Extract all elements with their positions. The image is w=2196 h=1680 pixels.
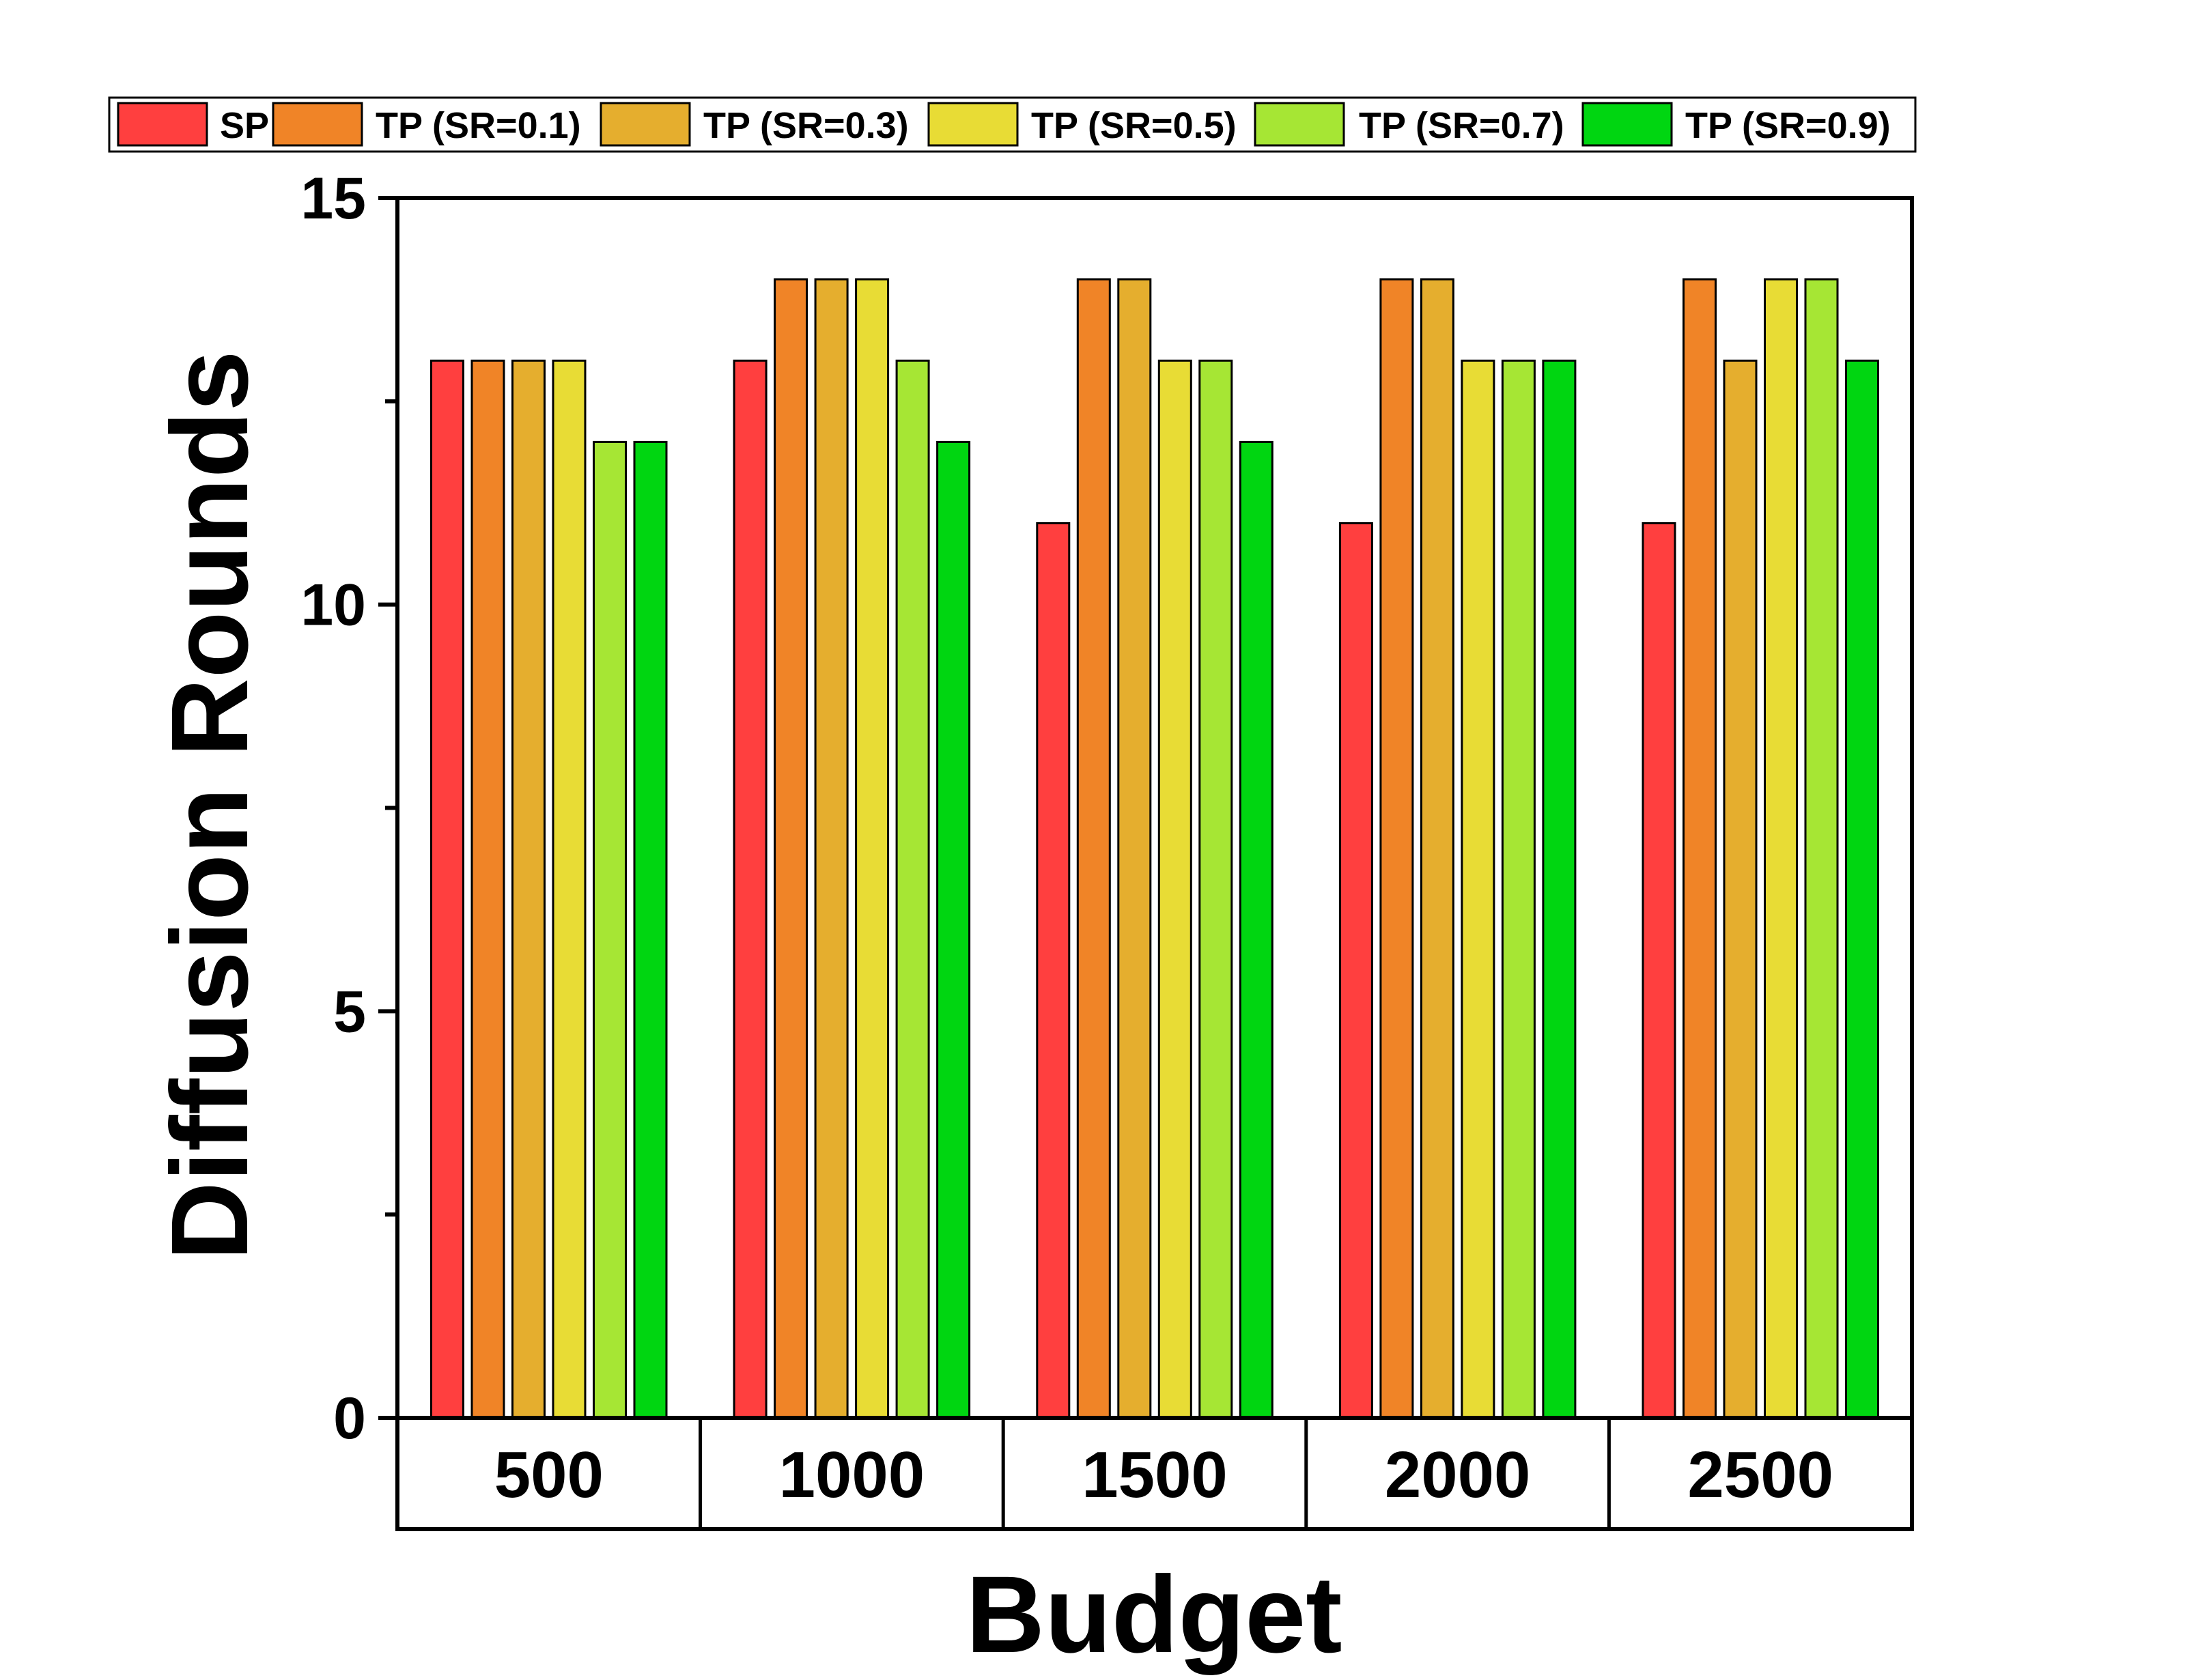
x-axis: 500 1000 1500 2000 2500 — [395, 1416, 1914, 1531]
plot-area — [395, 196, 1914, 1420]
bar-500-series-3 — [552, 359, 587, 1419]
legend-label: TP (SR=0.7) — [1359, 105, 1564, 146]
legend-swatch — [1254, 102, 1345, 147]
bar-1000-series-0 — [733, 359, 768, 1419]
legend-label: TP (SR=0.9) — [1685, 105, 1891, 146]
bar-2500-series-2 — [1723, 359, 1758, 1419]
bar-1500-series-4 — [1198, 359, 1233, 1419]
legend-label: TP (SR=0.5) — [1031, 105, 1237, 146]
bar-1000-series-1 — [774, 278, 808, 1419]
bar-2500-series-4 — [1804, 278, 1839, 1419]
legend-label: TP (SR=0.3) — [703, 105, 909, 146]
bar-500-series-5 — [633, 440, 668, 1419]
bar-2000-series-0 — [1338, 522, 1373, 1419]
bar-2500-series-3 — [1764, 278, 1798, 1419]
bar-1500-series-0 — [1036, 522, 1071, 1419]
x-category-label: 500 — [494, 1438, 604, 1511]
x-category-label: 2000 — [1385, 1438, 1531, 1511]
bar-1500-series-2 — [1117, 278, 1152, 1419]
legend-swatch — [1581, 102, 1673, 147]
bar-2000-series-3 — [1461, 359, 1495, 1419]
y-tick-label: 5 — [333, 979, 366, 1044]
legend-swatch — [117, 102, 208, 147]
bar-2500-series-5 — [1845, 359, 1879, 1419]
bar-2000-series-1 — [1379, 278, 1414, 1419]
legend-swatch — [600, 102, 691, 147]
bar-2000-series-2 — [1420, 278, 1454, 1419]
x-category-label: 1000 — [779, 1438, 925, 1511]
y-tick-label: 10 — [300, 573, 366, 638]
legend: SP TP (SR=0.1) TP (SR=0.3) TP (SR=0.5) TP (S… — [108, 96, 1917, 153]
bar-2000-series-5 — [1542, 359, 1577, 1419]
x-category-label: 2500 — [1687, 1438, 1833, 1511]
legend-label: TP (SR=0.1) — [376, 105, 581, 146]
y-tick-label: 15 — [300, 166, 366, 231]
bar-2000-series-4 — [1501, 359, 1536, 1419]
bar-2500-series-1 — [1683, 278, 1717, 1419]
legend-label: SP — [220, 105, 269, 146]
category-table — [395, 1416, 1914, 1531]
y-tick-label: 0 — [333, 1386, 366, 1451]
bar-1500-series-5 — [1239, 440, 1273, 1419]
legend-swatch — [927, 102, 1019, 147]
bar-500-series-2 — [511, 359, 546, 1419]
y-axis: 0 5 10 15 — [300, 166, 397, 1451]
x-axis-title: Budget — [966, 1553, 1342, 1675]
bar-1000-series-4 — [895, 359, 930, 1419]
legend-swatch — [272, 102, 363, 147]
bar-500-series-1 — [470, 359, 505, 1419]
bar-2500-series-0 — [1642, 522, 1676, 1419]
bar-1500-series-1 — [1076, 278, 1111, 1419]
bar-1500-series-3 — [1157, 359, 1192, 1419]
bar-500-series-4 — [593, 440, 627, 1419]
bar-1000-series-2 — [814, 278, 849, 1419]
bar-1000-series-5 — [936, 440, 971, 1419]
x-category-label: 1500 — [1082, 1438, 1228, 1511]
y-axis-title: Diffusion Rounds — [148, 350, 270, 1260]
bar-500-series-0 — [430, 359, 464, 1419]
bar-1000-series-3 — [855, 278, 890, 1419]
